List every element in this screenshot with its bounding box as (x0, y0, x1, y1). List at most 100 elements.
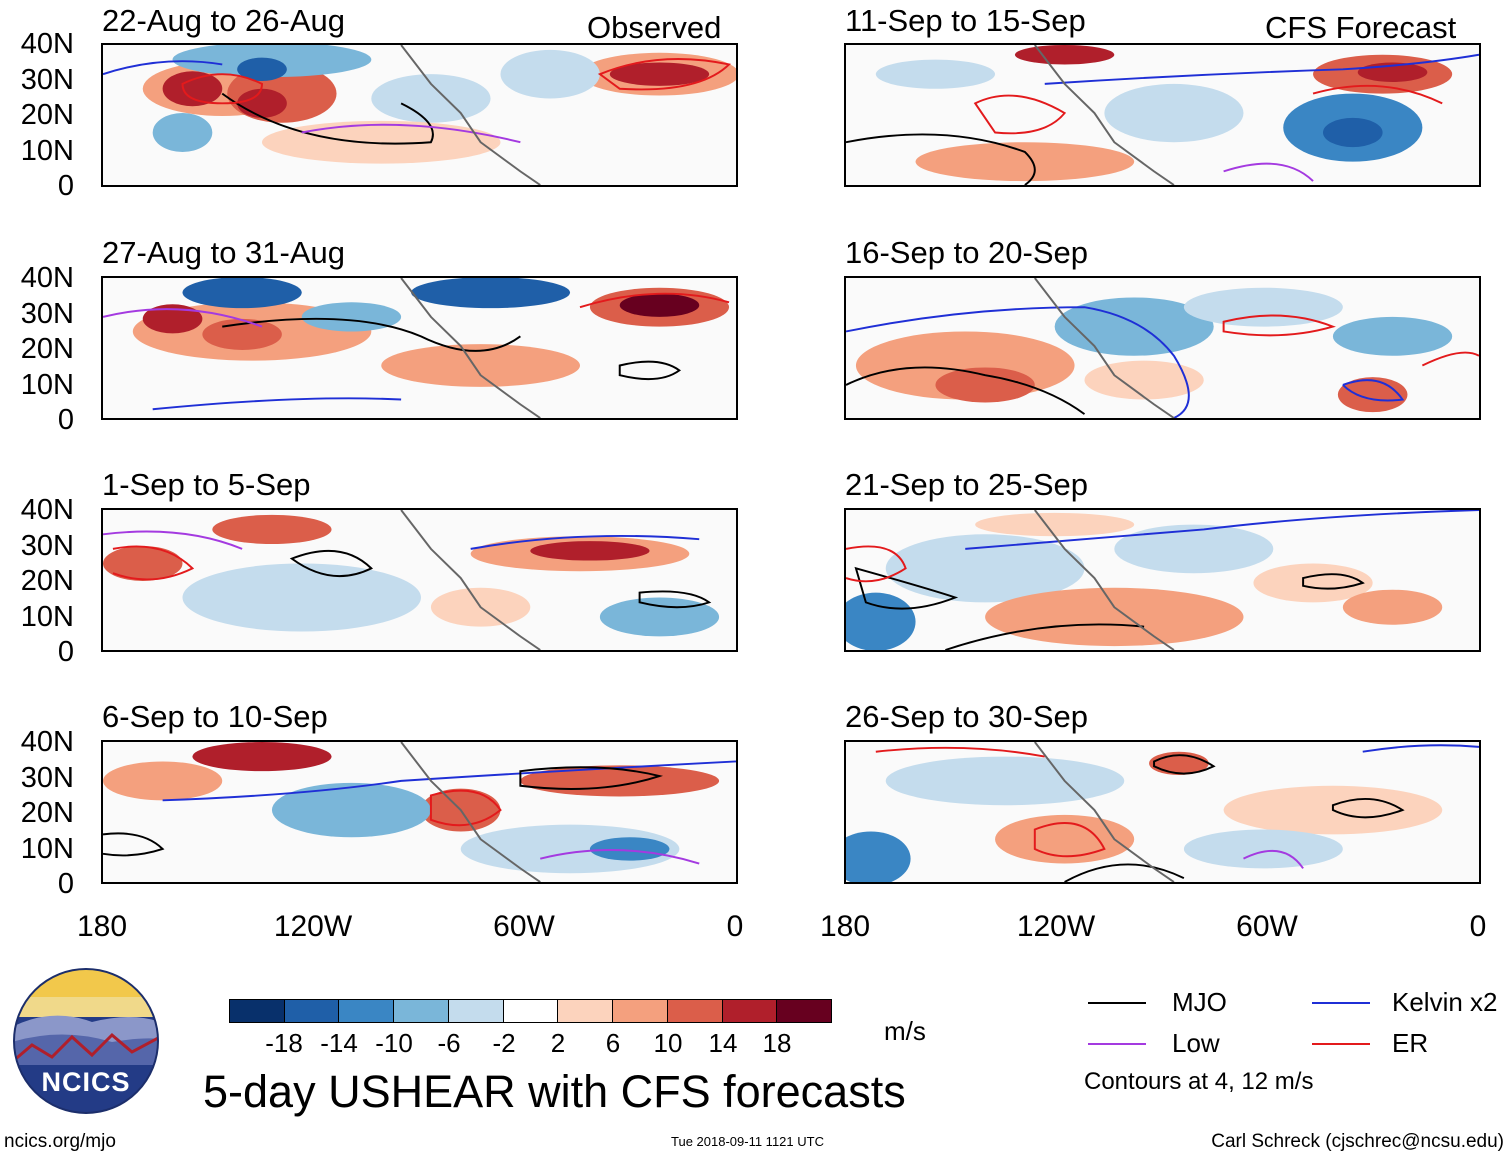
shear-negative-area (460, 824, 680, 874)
mjo-contour (618, 360, 682, 381)
kelvin-contour (1044, 53, 1479, 85)
low-contour (103, 308, 263, 328)
shear-negative-area (371, 74, 491, 123)
colorbar-bin (339, 1000, 395, 1022)
shear-positive-area (530, 541, 650, 561)
legend-label-low: Low (1172, 1028, 1220, 1058)
lat-axis-row-2: 40N 30N 20N 10N 0 (0, 262, 80, 436)
lat-label: 30N (20, 762, 74, 794)
shear-positive-area (142, 304, 203, 334)
colorbar-tick: -6 (437, 1028, 461, 1058)
shear-positive-area (935, 367, 1035, 403)
er-contour (1312, 84, 1443, 105)
author-credit: Carl Schreck (cjschrec@ncsu.edu) (1211, 1131, 1504, 1152)
lat-axis-row-3: 40N 30N 20N 10N 0 (0, 496, 80, 668)
map-panel-forecast-2 (844, 276, 1481, 420)
coastline (1034, 510, 1175, 650)
lat-label: 30N (20, 298, 74, 330)
colorbar-units: m/s (884, 1016, 926, 1046)
lat-label: 10N (20, 601, 74, 633)
ncics-logo-graphic (13, 968, 159, 1114)
shear-negative-area (589, 837, 670, 861)
lat-label: 30N (20, 530, 74, 562)
shear-positive-area (975, 512, 1135, 537)
lat-label: 0 (57, 636, 74, 668)
legend-line-mjo (1088, 1002, 1146, 1004)
lat-label: 40N (20, 262, 74, 294)
low-contour (1243, 850, 1304, 869)
lat-axis-row-4: 40N 30N 20N 10N 0 (0, 726, 80, 899)
shear-negative-area (1114, 524, 1274, 574)
panel-title-observed-2: 27-Aug to 31-Aug (102, 235, 346, 270)
shear-negative-area (1104, 83, 1244, 143)
lat-label: 40N (20, 28, 74, 60)
colorbar-bin (667, 1000, 723, 1022)
shear-positive-area (1342, 589, 1443, 625)
low-contour (539, 849, 700, 865)
shear-negative-area (846, 592, 916, 650)
colorbar-bin (613, 1000, 668, 1022)
lat-label: 0 (57, 404, 74, 436)
coastline (400, 510, 541, 650)
website-link[interactable]: ncics.org/mjo (4, 1131, 116, 1152)
kelvin-contour (965, 510, 1479, 550)
coastline (400, 45, 541, 185)
colorbar-tick: 2 (550, 1028, 566, 1058)
panel-title-observed-4: 6-Sep to 10-Sep (102, 699, 328, 734)
shear-positive-area (261, 120, 501, 164)
shear-positive-area (1084, 360, 1204, 400)
er-contour (429, 789, 502, 827)
lon-label-right: 0 (1469, 910, 1487, 943)
shear-positive-area (985, 587, 1244, 647)
er-contour (112, 545, 195, 581)
lat-label: 20N (20, 797, 74, 829)
mjo-contour (289, 549, 373, 578)
lat-label: 40N (20, 726, 74, 758)
shear-negative-area (500, 49, 600, 99)
shear-negative-area (411, 278, 571, 309)
shear-positive-area (381, 344, 580, 387)
er-contour (1421, 351, 1479, 367)
mjo-contour (945, 623, 1145, 650)
lat-axis-row-1: 40N 30N 20N 10N 0 (0, 28, 80, 202)
kelvin-contour (1342, 379, 1405, 402)
colorbar-bin (284, 1000, 340, 1022)
ncics-logo: NCICS (12, 967, 160, 1115)
lon-label-right: 180 (819, 910, 871, 943)
coastline (400, 742, 541, 882)
shear-negative-area (182, 563, 421, 632)
er-contour (597, 58, 732, 91)
lon-label-left: 180 (76, 910, 128, 943)
kelvin-contour (846, 306, 1190, 418)
colorbar-bin (230, 1000, 285, 1022)
mjo-contour (1331, 797, 1405, 819)
er-contour (875, 746, 1045, 758)
shear-negative-area (1183, 287, 1343, 327)
colorbar-tick: -14 (320, 1028, 358, 1058)
colorbar-tick: 10 (653, 1028, 683, 1058)
legend-line-low (1088, 1043, 1146, 1045)
colorbar-tick: -18 (265, 1028, 303, 1058)
er-contour (579, 292, 730, 309)
lat-label: 30N (20, 64, 74, 96)
colorbar-bin (503, 1000, 559, 1022)
shear-negative-area (885, 534, 1085, 603)
shear-negative-area (875, 59, 996, 89)
shear-negative-area (1183, 829, 1343, 869)
kelvin-contour (152, 397, 402, 411)
shear-negative-area (885, 756, 1125, 806)
shear-negative-area (846, 831, 911, 882)
main-title: 5-day USHEAR with CFS forecasts (203, 1066, 906, 1117)
lon-label-right: 120W (1016, 910, 1096, 943)
shear-positive-area (915, 142, 1135, 182)
colorbar-tick: -10 (375, 1028, 413, 1058)
mjo-contour (103, 832, 165, 857)
shear-positive-area (237, 88, 287, 118)
lat-label: 0 (57, 170, 74, 202)
lat-label: 10N (20, 369, 74, 401)
kelvin-contour (470, 534, 700, 550)
low-contour (1223, 162, 1314, 182)
map-panel-observed-2 (101, 276, 738, 420)
legend: MJO Kelvin x2 Low ER Contours at 4, 12 m… (1080, 985, 1500, 1095)
mjo-contour (1302, 573, 1365, 590)
